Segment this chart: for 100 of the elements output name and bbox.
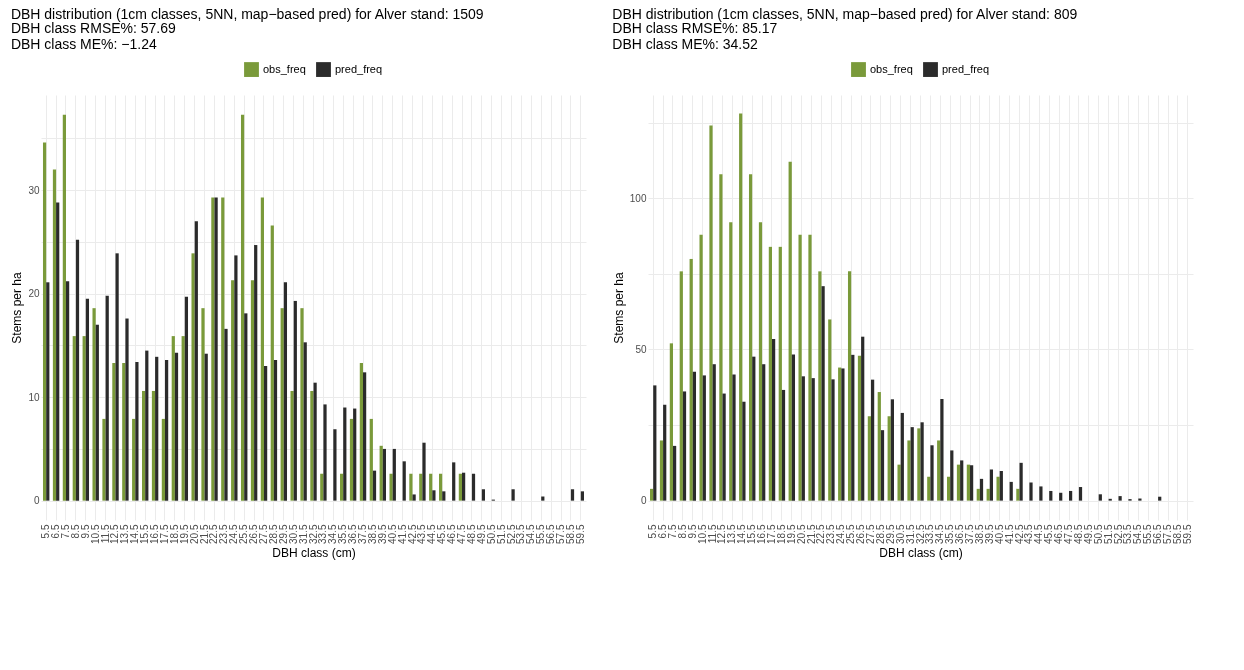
bar: [669, 343, 673, 501]
x-tick-label: 8.5: [676, 524, 688, 539]
x-tick-label: 31.5: [904, 524, 916, 544]
x-tick-label: 12.5: [109, 524, 121, 544]
bar: [781, 389, 786, 501]
bar: [392, 448, 396, 501]
bar: [231, 280, 235, 501]
bar: [821, 286, 825, 501]
x-tick-label: 10.5: [696, 524, 708, 544]
x-tick-label: 41.5: [396, 524, 408, 544]
x-tick-label: 22.5: [208, 524, 220, 544]
bar: [481, 489, 486, 501]
bar: [986, 488, 990, 501]
chart-title: DBH distribution (1cm classes, 5NN, map−based pred) for Alver stand: 809: [612, 6, 1078, 22]
x-tick-label: 32.5: [914, 524, 926, 544]
bar: [930, 445, 934, 501]
x-tick-label: 37.5: [357, 524, 368, 544]
bar: [280, 308, 284, 501]
x-tick-label: 51.5: [495, 524, 507, 544]
y-tick-label: 10: [28, 391, 40, 403]
x-tick-label: 55.5: [535, 524, 547, 544]
bar: [1009, 481, 1013, 501]
bar: [224, 328, 228, 501]
bar: [250, 280, 255, 501]
bar: [333, 429, 337, 501]
bar: [659, 440, 664, 501]
bar: [996, 476, 1000, 501]
x-tick-label: 16.5: [149, 524, 161, 544]
bar: [1098, 494, 1102, 501]
bar: [798, 234, 802, 501]
bar: [1059, 492, 1063, 501]
bar: [801, 376, 805, 501]
bar: [689, 258, 693, 501]
bar: [887, 416, 891, 501]
bar: [343, 407, 347, 501]
y-tick-label: 0: [33, 495, 40, 507]
bar: [702, 375, 706, 501]
bar: [818, 271, 822, 501]
x-tick-label: 19.5: [785, 524, 797, 544]
bar: [580, 491, 585, 501]
bar: [115, 253, 119, 501]
bar: [917, 428, 921, 501]
x-tick-label: 46.5: [446, 524, 458, 544]
bar: [323, 404, 327, 501]
bar: [174, 352, 179, 501]
x-tick-label: 39.5: [376, 524, 388, 544]
bar: [458, 473, 462, 501]
x-tick-label: 21.5: [805, 524, 817, 544]
bar: [712, 364, 716, 501]
x-tick-label: 48.5: [1072, 524, 1084, 544]
bar: [204, 353, 208, 501]
bar: [171, 336, 175, 501]
bar: [762, 364, 766, 501]
bar: [313, 382, 317, 501]
x-tick-label: 22.5: [815, 524, 827, 544]
bar: [409, 473, 413, 501]
x-tick-label: 6.5: [657, 524, 669, 539]
x-tick-label: 29.5: [884, 524, 896, 544]
x-tick-label: 10.5: [89, 524, 101, 544]
bar: [772, 339, 776, 501]
bar: [419, 473, 423, 501]
bar: [221, 197, 225, 501]
bar: [112, 363, 116, 501]
x-tick-label: 46.5: [1053, 524, 1065, 544]
bar: [273, 359, 278, 501]
bar: [748, 174, 753, 501]
x-tick-label: 21.5: [198, 524, 210, 544]
bar: [122, 363, 126, 501]
y-tick-label: 50: [635, 343, 647, 355]
bar: [125, 318, 129, 501]
x-tick-label: 58.5: [564, 524, 576, 544]
y-tick-label: 100: [629, 192, 647, 204]
bar: [300, 308, 304, 501]
bar: [389, 473, 393, 501]
x-tick-label: 54.5: [525, 524, 537, 544]
x-tick-label: 34.5: [934, 524, 946, 544]
x-tick-label: 9.5: [79, 524, 91, 539]
x-tick-label: 50.5: [1092, 524, 1104, 544]
bar: [422, 442, 426, 501]
x-tick-label: 44.5: [1033, 524, 1045, 544]
bar: [1016, 488, 1020, 501]
bar: [135, 361, 139, 501]
x-tick-label: 49.5: [475, 524, 487, 544]
bar: [66, 281, 70, 501]
x-tick-label: 8.5: [69, 524, 81, 539]
bar: [191, 253, 195, 501]
x-tick-label: 52.5: [505, 524, 517, 544]
bar: [920, 422, 924, 501]
x-tick-label: 57.5: [1162, 524, 1173, 544]
x-tick-label: 28.5: [874, 524, 886, 544]
bar: [1118, 496, 1122, 501]
y-tick-label: 20: [28, 288, 40, 300]
bar: [438, 473, 443, 501]
bar: [966, 464, 970, 501]
bar: [739, 113, 743, 501]
x-tick-label: 7.5: [667, 524, 678, 539]
x-tick-label: 5.5: [40, 524, 52, 539]
x-tick-label: 44.5: [426, 524, 438, 544]
bar: [62, 114, 66, 501]
bar: [831, 379, 835, 501]
